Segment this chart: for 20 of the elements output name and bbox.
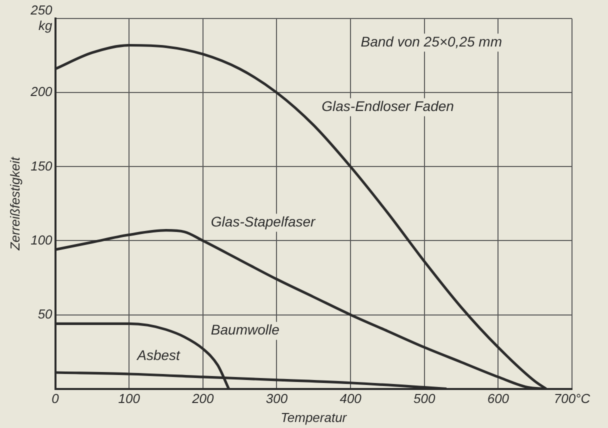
x-tick-label: 400 [340,391,362,406]
annotation: Asbest [136,346,182,363]
x-tick-label: 200 [191,391,215,406]
y-tick-label: 200 [30,84,54,100]
x-tick-label: 100 [118,391,141,406]
x-axis-title: Temperatur [280,410,348,425]
y-tick-label: 100 [30,232,54,248]
annotation: Baumwolle [210,322,280,338]
x-tick-label: 500 [414,391,436,406]
y-tick-label: 150 [30,158,54,174]
annotation: Glas-Stapelfaser [210,214,317,230]
y-tick-label: 250 kg [30,2,54,34]
x-tick-label: 0 [52,391,60,406]
x-tick-label: 700°C [554,391,591,406]
y-tick-label: 50 [38,306,54,322]
annotation: Band von 25×0,25 mm [360,33,502,50]
y-axis-title: Zerreißfestigkeit [7,156,22,252]
x-tick-label: 600 [487,391,510,406]
x-tick-label: 300 [266,391,288,406]
annotation: Glas-Endloser Faden [322,98,454,114]
